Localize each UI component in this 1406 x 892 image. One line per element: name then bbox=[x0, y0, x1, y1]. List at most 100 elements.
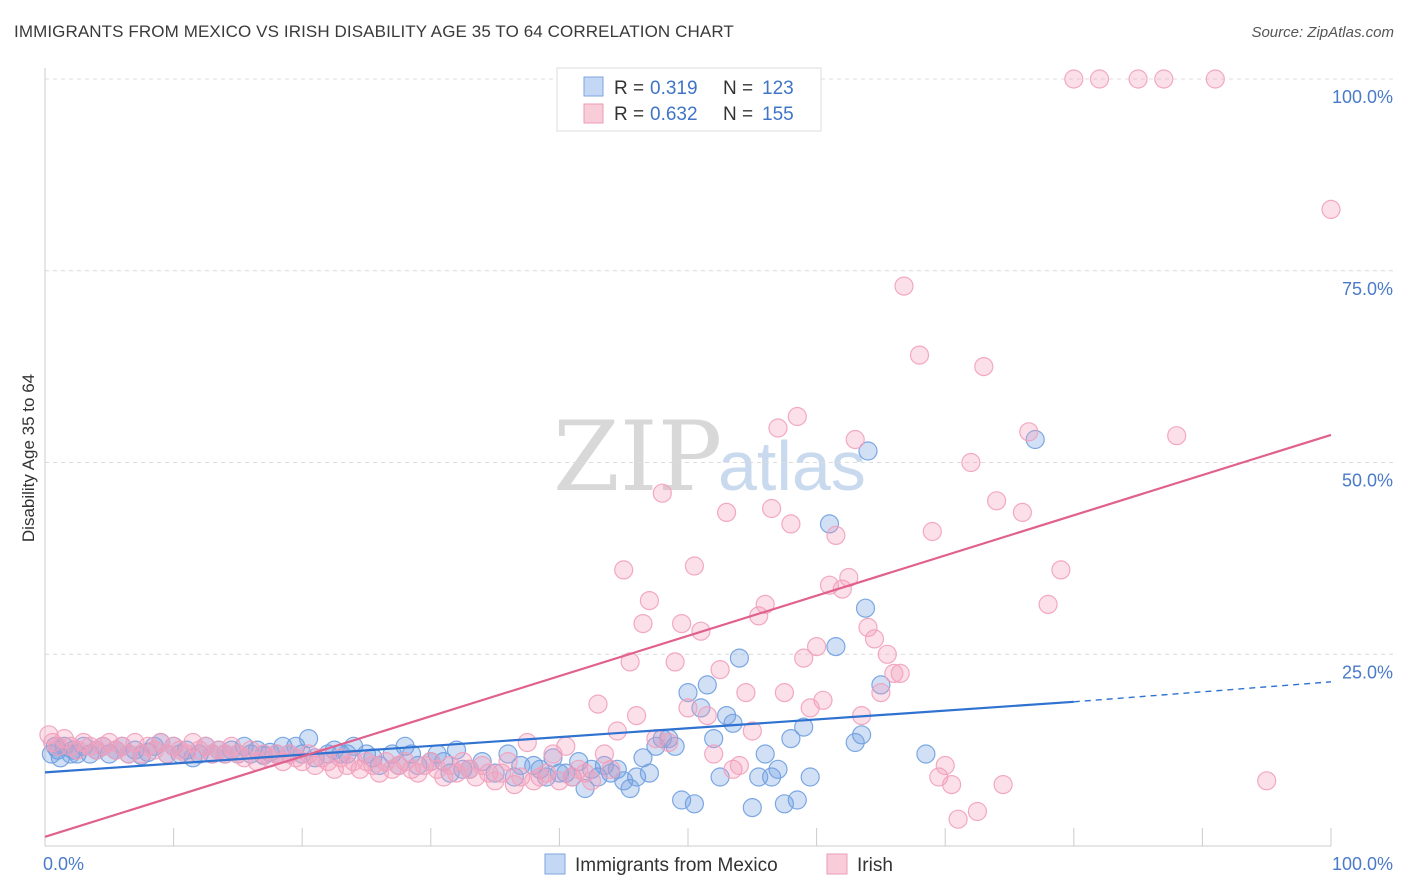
point-irish bbox=[1064, 69, 1084, 89]
series-legend-label-irish: Irish bbox=[857, 855, 893, 876]
point-irish bbox=[556, 736, 576, 756]
point-irish bbox=[832, 579, 852, 599]
point-irish bbox=[813, 690, 833, 710]
point-irish bbox=[710, 659, 730, 680]
point-irish bbox=[993, 774, 1013, 795]
point-mexico bbox=[498, 744, 518, 764]
legend-r-label-2: R = bbox=[614, 104, 644, 125]
point-irish bbox=[485, 771, 505, 791]
point-irish bbox=[43, 732, 63, 753]
source-label: Source: ZipAtlas.com bbox=[1251, 24, 1394, 41]
point-mexico bbox=[787, 790, 807, 810]
series-legend: Immigrants from Mexico Irish bbox=[544, 853, 893, 876]
point-mexico bbox=[575, 778, 595, 799]
point-irish bbox=[736, 682, 756, 703]
point-irish bbox=[434, 767, 454, 787]
point-irish bbox=[755, 594, 775, 615]
point-irish bbox=[305, 755, 325, 776]
point-mexico bbox=[851, 725, 872, 745]
point-irish bbox=[974, 357, 994, 377]
legend-r-label-1: R = bbox=[614, 78, 644, 99]
point-irish bbox=[678, 698, 698, 718]
point-irish bbox=[1051, 560, 1071, 580]
point-irish bbox=[1257, 771, 1277, 791]
point-irish bbox=[729, 755, 750, 776]
point-mexico bbox=[916, 744, 936, 764]
point-irish bbox=[894, 276, 914, 296]
series-legend-label-mexico: Immigrants from Mexico bbox=[575, 855, 778, 876]
y-tick-label: 25.0% bbox=[1342, 662, 1393, 682]
point-irish bbox=[761, 498, 782, 519]
point-irish bbox=[395, 751, 415, 772]
trend-line-mexico-extension bbox=[1073, 681, 1332, 703]
point-mexico bbox=[697, 675, 717, 695]
grid-lines bbox=[45, 78, 1395, 655]
point-irish bbox=[1019, 422, 1039, 442]
point-irish bbox=[562, 767, 582, 787]
point-irish bbox=[639, 590, 660, 611]
point-irish bbox=[806, 636, 827, 657]
point-irish bbox=[935, 755, 955, 776]
y-tick-label: 75.0% bbox=[1342, 279, 1393, 299]
point-irish bbox=[1205, 69, 1225, 89]
point-irish bbox=[845, 429, 865, 450]
legend-n-value-1: 123 bbox=[762, 78, 794, 99]
point-mexico bbox=[626, 767, 647, 787]
point-irish bbox=[864, 629, 885, 649]
point-irish bbox=[909, 345, 930, 365]
point-irish bbox=[742, 721, 762, 741]
point-irish bbox=[54, 728, 74, 749]
point-irish bbox=[794, 648, 814, 668]
point-mexico bbox=[607, 759, 627, 779]
point-irish bbox=[1012, 502, 1033, 523]
point-irish bbox=[1128, 69, 1148, 89]
point-irish bbox=[421, 751, 441, 772]
point-mexico bbox=[845, 732, 865, 753]
y-tick-labels: 25.0% 50.0% 75.0% 100.0% bbox=[1332, 87, 1393, 682]
y-tick-label: 50.0% bbox=[1342, 471, 1393, 491]
point-irish bbox=[922, 521, 942, 542]
point-irish bbox=[408, 763, 428, 783]
point-irish bbox=[472, 755, 492, 776]
trend-line-irish bbox=[44, 433, 1332, 838]
axes bbox=[44, 68, 1332, 847]
point-irish bbox=[1154, 69, 1174, 89]
point-irish bbox=[1167, 426, 1187, 446]
point-irish bbox=[948, 809, 968, 829]
trend-line-mexico bbox=[44, 700, 1074, 774]
point-irish bbox=[704, 744, 724, 764]
point-irish bbox=[697, 705, 717, 726]
point-mexico bbox=[781, 728, 801, 749]
point-irish bbox=[601, 759, 621, 779]
point-mexico bbox=[671, 790, 692, 810]
point-irish bbox=[350, 759, 370, 779]
point-irish bbox=[1089, 69, 1110, 89]
data-points bbox=[39, 69, 1341, 829]
point-mexico bbox=[401, 744, 422, 764]
point-irish bbox=[858, 617, 878, 638]
point-irish bbox=[826, 525, 846, 546]
point-irish bbox=[453, 751, 473, 772]
point-mexico bbox=[819, 514, 840, 534]
stats-legend: R = 0.319 N = 123 R = 0.632 N = 155 bbox=[556, 67, 822, 132]
point-irish bbox=[588, 694, 608, 714]
point-irish bbox=[1321, 199, 1341, 219]
point-mexico bbox=[855, 598, 876, 618]
chart-title: IMMIGRANTS FROM MEXICO VS IRISH DISABILI… bbox=[14, 22, 734, 41]
point-irish bbox=[324, 759, 344, 779]
point-irish bbox=[684, 556, 705, 576]
point-mexico bbox=[729, 648, 750, 668]
point-mexico bbox=[684, 794, 705, 814]
x-tick-labels: 0.0% 100.0% bbox=[43, 854, 1393, 874]
point-mexico bbox=[761, 767, 782, 787]
point-irish bbox=[517, 732, 537, 753]
legend-n-value-2: 155 bbox=[762, 104, 794, 125]
point-irish bbox=[986, 491, 1007, 511]
point-mexico bbox=[858, 441, 878, 461]
point-irish bbox=[112, 736, 132, 756]
point-irish bbox=[884, 663, 904, 684]
point-irish bbox=[459, 759, 479, 779]
point-mexico bbox=[794, 717, 814, 737]
point-irish bbox=[768, 418, 788, 438]
